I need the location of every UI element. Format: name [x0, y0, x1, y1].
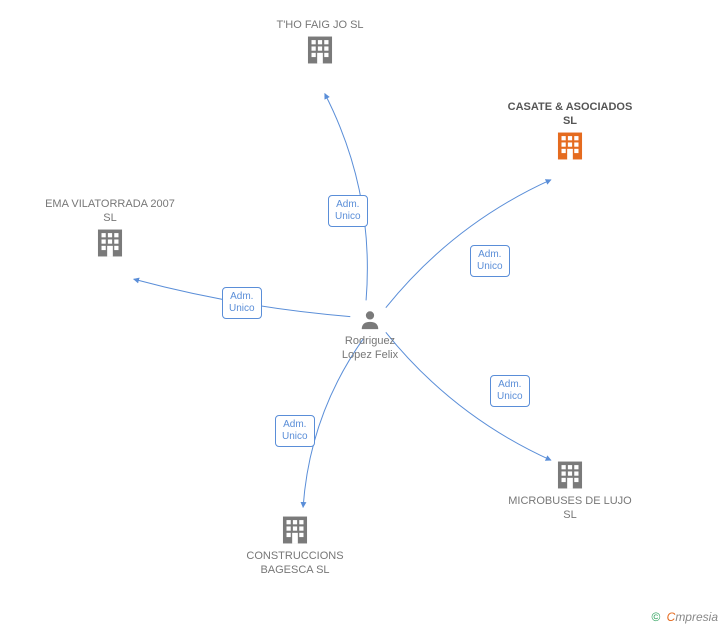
- building-icon: [278, 513, 312, 547]
- company-node: EMA VILATORRADA 2007 SL: [45, 198, 175, 263]
- building-icon: [93, 226, 127, 260]
- building-icon: [303, 33, 337, 67]
- company-node: CONSTRUCCIONS BAGESCA SL: [230, 513, 360, 578]
- company-node: T'HO FAIG JO SL: [255, 19, 385, 70]
- company-label: EMA VILATORRADA 2007 SL: [45, 198, 175, 226]
- company-label: CONSTRUCCIONS BAGESCA SL: [230, 550, 360, 578]
- center-person-node: Rodriguez Lopez Felix: [320, 308, 420, 363]
- brand-name: mpresia: [675, 610, 718, 624]
- edge-label: Adm. Unico: [275, 415, 315, 447]
- edge-label: Adm. Unico: [328, 195, 368, 227]
- edge-label: Adm. Unico: [470, 245, 510, 277]
- company-label: MICROBUSES DE LUJO SL: [505, 495, 635, 523]
- building-icon: [553, 129, 587, 163]
- company-node: CASATE & ASOCIADOS SL: [505, 101, 635, 166]
- edge-label: Adm. Unico: [490, 375, 530, 407]
- center-label: Rodriguez Lopez Felix: [320, 335, 420, 363]
- copyright-symbol: ©: [651, 610, 660, 624]
- network-diagram: Rodriguez Lopez Felix T'HO FAIG JO SL CAS…: [0, 0, 728, 630]
- company-label: CASATE & ASOCIADOS SL: [505, 101, 635, 129]
- company-node: MICROBUSES DE LUJO SL: [505, 458, 635, 523]
- building-icon: [553, 458, 587, 492]
- edge: [386, 180, 551, 308]
- company-label: T'HO FAIG JO SL: [255, 19, 385, 33]
- person-icon: [359, 308, 381, 332]
- edge-label: Adm. Unico: [222, 287, 262, 319]
- brand-prefix: C: [667, 610, 676, 624]
- attribution: © Cmpresia: [651, 610, 718, 624]
